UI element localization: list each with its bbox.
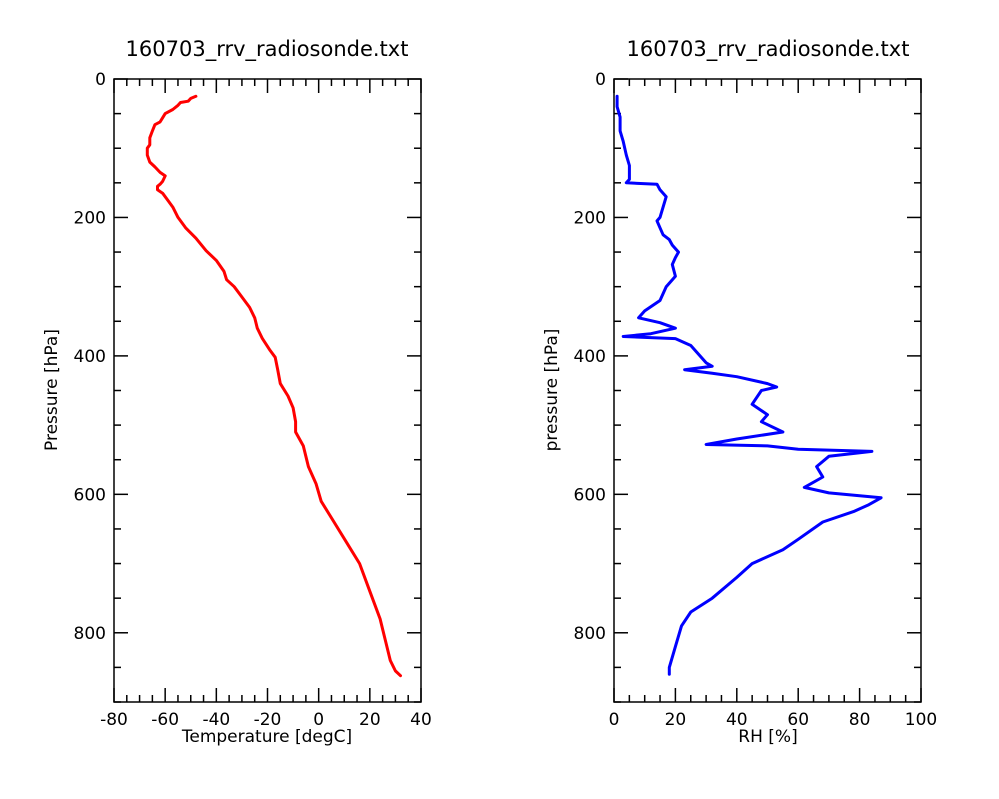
y-tick-label: 0 bbox=[95, 70, 106, 90]
y-axis-label: Pressure [hPa] bbox=[42, 329, 62, 451]
x-tick-label: -40 bbox=[202, 710, 230, 730]
y-tick-labels: 0 200 400 600 800 bbox=[574, 70, 606, 644]
y-tick-label: 200 bbox=[74, 208, 106, 228]
x-tick-labels: -80 -60 -40 -20 0 20 40 bbox=[100, 710, 432, 730]
x-tick-label: 20 bbox=[665, 710, 687, 730]
x-tick-label: -60 bbox=[151, 710, 179, 730]
y-tick-label: 800 bbox=[74, 624, 106, 644]
series-line bbox=[145, 94, 402, 678]
x-tick-label: -80 bbox=[100, 710, 128, 730]
rh-panel: 160703_rrv_radiosonde.txt 0 20 40 60 80 100 0… bbox=[542, 37, 937, 747]
x-axis-label: Temperature [degC] bbox=[181, 727, 352, 747]
y-tick-label: 200 bbox=[574, 208, 606, 228]
x-tick-labels: 0 20 40 60 80 100 bbox=[609, 710, 938, 730]
axis-ticks bbox=[113, 78, 422, 703]
y-axis-label: pressure [hPa] bbox=[542, 329, 562, 452]
x-tick-label: 0 bbox=[313, 710, 324, 730]
x-tick-label: 40 bbox=[726, 710, 748, 730]
chart-title: 160703_rrv_radiosonde.txt bbox=[126, 37, 409, 62]
x-tick-label: 40 bbox=[410, 710, 432, 730]
y-tick-label: 800 bbox=[574, 624, 606, 644]
y-tick-label: 400 bbox=[574, 347, 606, 367]
data-series bbox=[615, 94, 883, 676]
y-tick-label: 0 bbox=[595, 70, 606, 90]
x-axis-label: RH [%] bbox=[738, 727, 797, 747]
y-tick-label: 600 bbox=[74, 485, 106, 505]
axis-ticks bbox=[613, 78, 922, 703]
chart-title: 160703_rrv_radiosonde.txt bbox=[627, 37, 910, 62]
series-line bbox=[615, 94, 883, 676]
x-tick-label: 60 bbox=[787, 710, 809, 730]
x-tick-label: 20 bbox=[359, 710, 381, 730]
x-tick-label: 0 bbox=[609, 710, 620, 730]
y-tick-label: 600 bbox=[574, 485, 606, 505]
x-tick-label: 100 bbox=[905, 710, 937, 730]
data-series bbox=[145, 94, 402, 678]
temperature-panel: 160703_rrv_radiosonde.txt -80 -60 -40 -20 0 2… bbox=[42, 37, 432, 747]
y-tick-label: 400 bbox=[74, 347, 106, 367]
y-tick-labels: 0 200 400 600 800 bbox=[74, 70, 106, 644]
x-tick-label: 80 bbox=[849, 710, 871, 730]
x-tick-label: -20 bbox=[254, 710, 282, 730]
